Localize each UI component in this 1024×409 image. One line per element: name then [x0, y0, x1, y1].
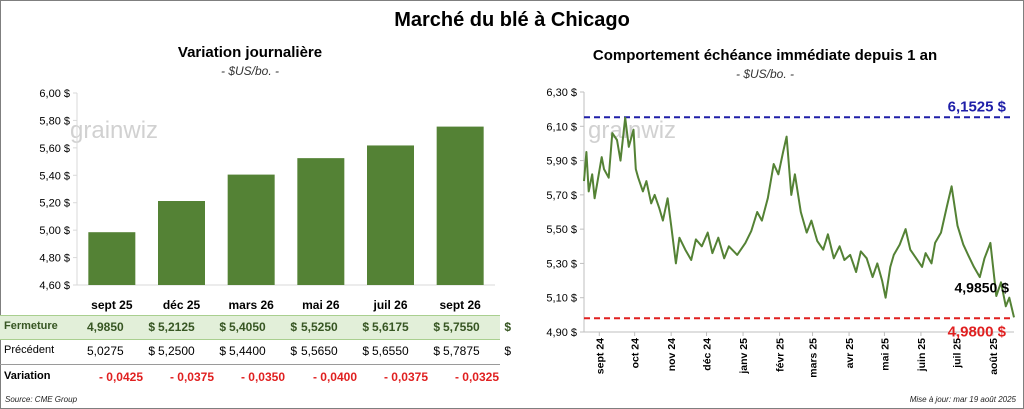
x-tick-label: oct 24: [630, 338, 642, 369]
x-tick-label: sept 24: [594, 338, 606, 374]
x-tick-label: avr 25: [844, 338, 856, 369]
y-tick-label: 5,80 $: [39, 115, 70, 127]
close-value: 5,2125: [158, 320, 195, 334]
change-value: - 0,0350: [240, 370, 286, 384]
previous-row-label: Précédent: [4, 344, 55, 356]
reference-line-label: 6,1525 $: [948, 98, 1007, 115]
change-value: - 0,0400: [312, 370, 358, 384]
reference-line-label: 4,9800 $: [948, 323, 1007, 340]
change-row: Variation - 0,0425 - 0,0375 - 0,0350 - 0…: [0, 366, 500, 390]
y-tick-label: 6,10 $: [546, 121, 577, 133]
currency-sign: $: [433, 344, 440, 358]
y-tick-label: 5,60 $: [39, 143, 70, 155]
page-title: Marché du blé à Chicago: [394, 9, 630, 31]
left-chart-title: Variation journalière: [177, 44, 323, 61]
line-watermark: grainwiz: [588, 117, 676, 144]
currency-sign: $: [433, 320, 440, 334]
currency-sign: $: [362, 344, 369, 358]
y-tick-label: 4,90 $: [546, 327, 577, 339]
right-chart-subtitle: - $US/bo. -: [735, 67, 795, 81]
close-value: 5,4050: [229, 320, 266, 334]
x-tick-label: mars 25: [808, 338, 820, 378]
change-row-label: Variation: [4, 370, 51, 382]
x-tick-label: juil 25: [951, 338, 963, 369]
y-tick-label: 6,00 $: [39, 88, 70, 100]
update-note: Mise à jour: mar 19 août 2025: [909, 395, 1016, 404]
currency-sign: $: [290, 320, 297, 334]
y-tick-label: 5,00 $: [39, 225, 70, 237]
bar-chart: grainwiz 4,60 $ 4,80 $ 5,00 $ 5,20 $ 5,40 $ 5…: [39, 88, 495, 312]
bar-watermark: grainwiz: [70, 117, 158, 144]
previous-value: 5,2500: [158, 344, 195, 358]
y-tick-label: 5,20 $: [39, 198, 70, 210]
currency-sign: $: [504, 344, 511, 358]
y-tick-label: 5,30 $: [546, 258, 577, 270]
x-tick-label: juil 26: [372, 298, 407, 312]
close-value: 4,9850: [87, 320, 124, 334]
x-tick-label: août 25: [988, 338, 1000, 375]
change-value: - 0,0425: [98, 370, 144, 384]
x-tick-label: juin 25: [916, 338, 928, 372]
right-chart-title: Comportement échéance immédiate depuis 1…: [592, 47, 938, 64]
x-tick-label: sept 26: [439, 298, 481, 312]
x-tick-label: déc 25: [163, 298, 201, 312]
currency-sign: $: [148, 320, 155, 334]
y-tick-label: 5,40 $: [39, 170, 70, 182]
source-note: Source: CME Group: [5, 395, 78, 404]
previous-row: Précédent 5,0275 $ 5,2500 $ 5,4400 $ 5,5650…: [0, 340, 511, 365]
close-value: 5,5250: [301, 320, 338, 334]
close-value: 5,7550: [443, 320, 480, 334]
currency-sign: $: [219, 344, 226, 358]
previous-value: 5,7875: [443, 344, 480, 358]
bar: [227, 174, 275, 285]
x-tick-label: déc 24: [702, 338, 714, 371]
y-tick-label: 4,60 $: [39, 280, 70, 292]
previous-value: 5,6550: [372, 344, 409, 358]
x-tick-label: mai 26: [302, 298, 340, 312]
y-tick-label: 5,90 $: [546, 156, 577, 168]
close-row: Fermeture 4,9850 $ 5,2125 $ 5,4050 $ 5,5250…: [0, 315, 511, 340]
currency-sign: $: [362, 320, 369, 334]
change-value: - 0,0375: [169, 370, 215, 384]
x-tick-label: mai 25: [879, 338, 891, 371]
currency-sign: $: [504, 320, 511, 334]
currency-sign: $: [219, 320, 226, 334]
bar: [367, 145, 414, 285]
x-tick-label: janv 25: [738, 338, 750, 375]
x-tick-label: mars 26: [228, 298, 274, 312]
currency-sign: $: [290, 344, 297, 358]
close-row-label: Fermeture: [4, 320, 58, 332]
change-value: - 0,0325: [454, 370, 500, 384]
price-line: [583, 116, 1015, 318]
line-chart: grainwiz 4,90 $ 5,10 $ 5,30 $ 5,50 $ 5,70 $ 5…: [546, 87, 1015, 378]
previous-value: 5,5650: [301, 344, 338, 358]
y-tick-label: 6,30 $: [546, 87, 577, 99]
last-value-label: 4,9850 $: [955, 279, 1010, 295]
bar: [297, 158, 345, 285]
change-value: - 0,0375: [383, 370, 429, 384]
bar: [88, 232, 136, 285]
close-value: 5,6175: [372, 320, 409, 334]
y-tick-label: 5,70 $: [546, 190, 577, 202]
left-chart-subtitle: - $US/bo. -: [220, 64, 280, 78]
currency-sign: $: [148, 344, 155, 358]
x-tick-label: févr 25: [775, 338, 787, 372]
y-tick-label: 5,50 $: [546, 224, 577, 236]
x-tick-label: sept 25: [91, 298, 133, 312]
y-tick-label: 4,80 $: [39, 253, 70, 265]
bar: [436, 126, 484, 285]
y-tick-label: 5,10 $: [546, 293, 577, 305]
x-tick-label: nov 24: [666, 338, 678, 371]
bar: [158, 201, 205, 285]
previous-value: 5,4400: [229, 344, 266, 358]
previous-value: 5,0275: [87, 344, 124, 358]
